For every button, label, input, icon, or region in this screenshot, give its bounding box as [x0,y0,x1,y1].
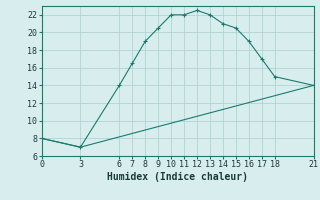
X-axis label: Humidex (Indice chaleur): Humidex (Indice chaleur) [107,172,248,182]
